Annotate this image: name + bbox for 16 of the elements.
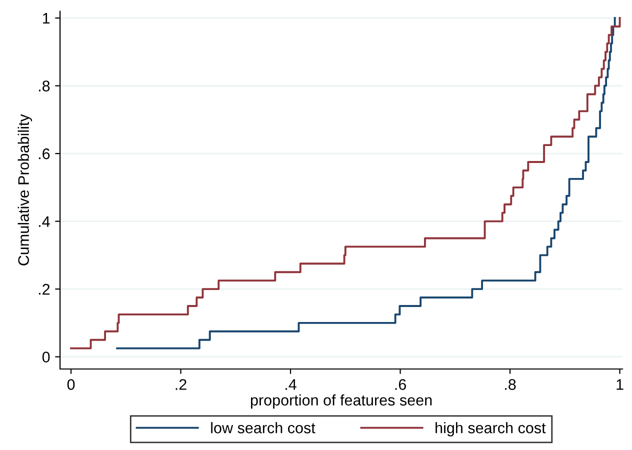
x-tick-label: 1	[616, 379, 624, 390]
x-axis-title: proportion of features seen	[250, 394, 432, 409]
x-tick-label: .6	[395, 379, 406, 390]
legend-label: high search cost	[436, 422, 546, 436]
y-tick-label: .6	[38, 148, 50, 160]
x-tick-label: .4	[286, 379, 296, 390]
x-tick-label: 0	[67, 379, 75, 390]
legend-label: low search cost	[211, 422, 316, 434]
x-tick-label: .2	[176, 379, 186, 390]
x-tick-label: .8	[505, 379, 516, 390]
y-tick-label: .2	[38, 284, 50, 295]
y-tick-label: 0	[42, 352, 50, 362]
y-axis-title: Cumulative Probability	[18, 114, 32, 266]
y-tick-label: 1	[42, 13, 50, 24]
y-tick-label: .8	[38, 80, 50, 92]
y-tick-label: .4	[38, 216, 50, 227]
